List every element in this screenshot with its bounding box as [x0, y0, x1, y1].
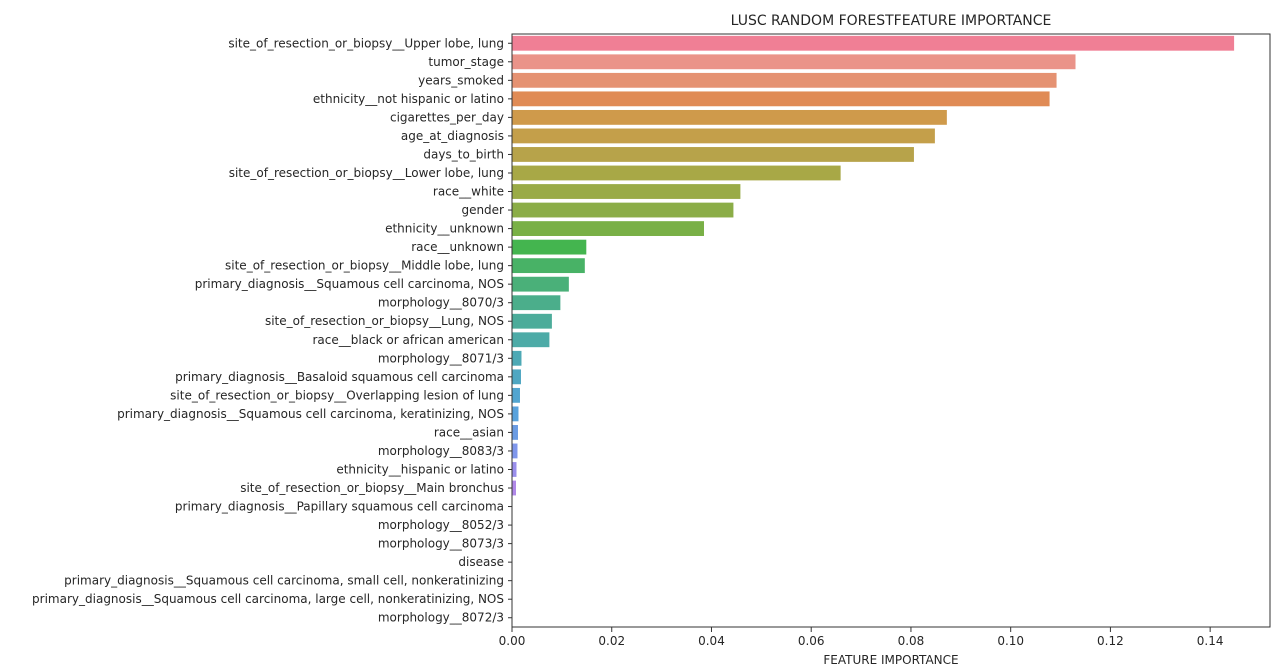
- x-axis: 0.00 0.02 0.04 0.06 0.08 0.10 0.12 0.14: [499, 627, 1224, 648]
- bar-12: [512, 258, 585, 274]
- x-tick-label: 0.08: [898, 634, 925, 648]
- x-tick-label: 0.14: [1197, 634, 1224, 648]
- y-tick-label: race__asian: [434, 425, 504, 439]
- bar-19: [512, 387, 520, 403]
- y-tick-label: race__black or african american: [313, 333, 505, 347]
- bar-21: [512, 425, 518, 440]
- bar-13: [512, 276, 569, 292]
- chart-title: LUSC RANDOM FORESTFEATURE IMPORTANCE: [731, 13, 1052, 29]
- bar-8: [512, 184, 741, 199]
- y-tick-label: primary_diagnosis__Basaloid squamous cel…: [175, 370, 504, 384]
- y-tick-label: primary_diagnosis__Squamous cell carcino…: [117, 407, 504, 421]
- bar-10: [512, 221, 704, 236]
- x-tick-label: 0.02: [598, 634, 625, 648]
- y-tick-label: race__unknown: [411, 240, 504, 254]
- y-tick-label: morphology__8072/3: [378, 611, 504, 625]
- y-tick-label: site_of_resection_or_biopsy__Overlapping…: [170, 388, 504, 402]
- y-tick-label: age_at_diagnosis: [401, 129, 504, 143]
- y-tick-label: years_smoked: [418, 73, 504, 87]
- y-tick-label: site_of_resection_or_biopsy__Upper lobe,…: [228, 36, 504, 50]
- y-tick-label: cigarettes_per_day: [390, 110, 504, 124]
- x-tick-label: 0.12: [1097, 634, 1124, 648]
- y-tick-label: days_to_birth: [423, 147, 504, 161]
- bar-6: [512, 147, 914, 162]
- y-tick-label: ethnicity__not hispanic or latino: [313, 92, 504, 106]
- y-tick-label: morphology__8052/3: [378, 518, 504, 532]
- y-tick-label: site_of_resection_or_biopsy__Main bronch…: [240, 481, 504, 495]
- y-tick-label: ethnicity__hispanic or latino: [336, 462, 504, 476]
- bar-24: [512, 480, 516, 496]
- bar-3: [512, 91, 1050, 107]
- y-tick-label: morphology__8073/3: [378, 537, 504, 551]
- bar-20: [512, 406, 519, 422]
- y-tick-label: disease: [458, 555, 504, 569]
- bar-11: [512, 239, 587, 255]
- bars-group: [512, 35, 1235, 626]
- bar-9: [512, 202, 734, 218]
- bar-2: [512, 72, 1057, 88]
- bar-5: [512, 128, 935, 144]
- x-tick-label: 0.04: [698, 634, 725, 648]
- y-tick-label: morphology__8071/3: [378, 351, 504, 365]
- y-tick-label: race__white: [433, 185, 504, 199]
- y-tick-label: morphology__8083/3: [378, 444, 504, 458]
- y-tick-label: primary_diagnosis__Squamous cell carcino…: [195, 277, 504, 291]
- bar-17: [512, 350, 522, 366]
- bar-18: [512, 369, 521, 385]
- bar-23: [512, 462, 517, 477]
- y-tick-label: morphology__8070/3: [378, 296, 504, 310]
- bar-15: [512, 313, 552, 329]
- x-tick-label: 0.06: [798, 634, 825, 648]
- bar-4: [512, 109, 947, 125]
- y-tick-label: gender: [461, 203, 504, 217]
- bar-1: [512, 54, 1076, 70]
- plot-frame: [511, 33, 1271, 628]
- bar-0: [512, 35, 1235, 51]
- x-tick-label: 0.10: [997, 634, 1024, 648]
- y-tick-labels: site_of_resection_or_biopsy__Upper lobe,…: [32, 36, 512, 625]
- bar-22: [512, 443, 518, 459]
- bar-16: [512, 332, 550, 348]
- y-tick-label: site_of_resection_or_biopsy__Middle lobe…: [225, 259, 504, 273]
- y-tick-label: primary_diagnosis__Squamous cell carcino…: [32, 592, 504, 606]
- y-tick-label: tumor_stage: [428, 55, 504, 69]
- y-tick-label: primary_diagnosis__Squamous cell carcino…: [64, 574, 504, 588]
- y-tick-label: ethnicity__unknown: [385, 222, 504, 236]
- bar-14: [512, 295, 561, 311]
- x-tick-label: 0.00: [499, 634, 526, 648]
- x-axis-label: FEATURE IMPORTANCE: [823, 653, 958, 667]
- bar-7: [512, 165, 841, 181]
- y-tick-label: site_of_resection_or_biopsy__Lower lobe,…: [229, 166, 504, 180]
- y-tick-label: site_of_resection_or_biopsy__Lung, NOS: [265, 314, 504, 328]
- y-tick-label: primary_diagnosis__Papillary squamous ce…: [175, 500, 504, 514]
